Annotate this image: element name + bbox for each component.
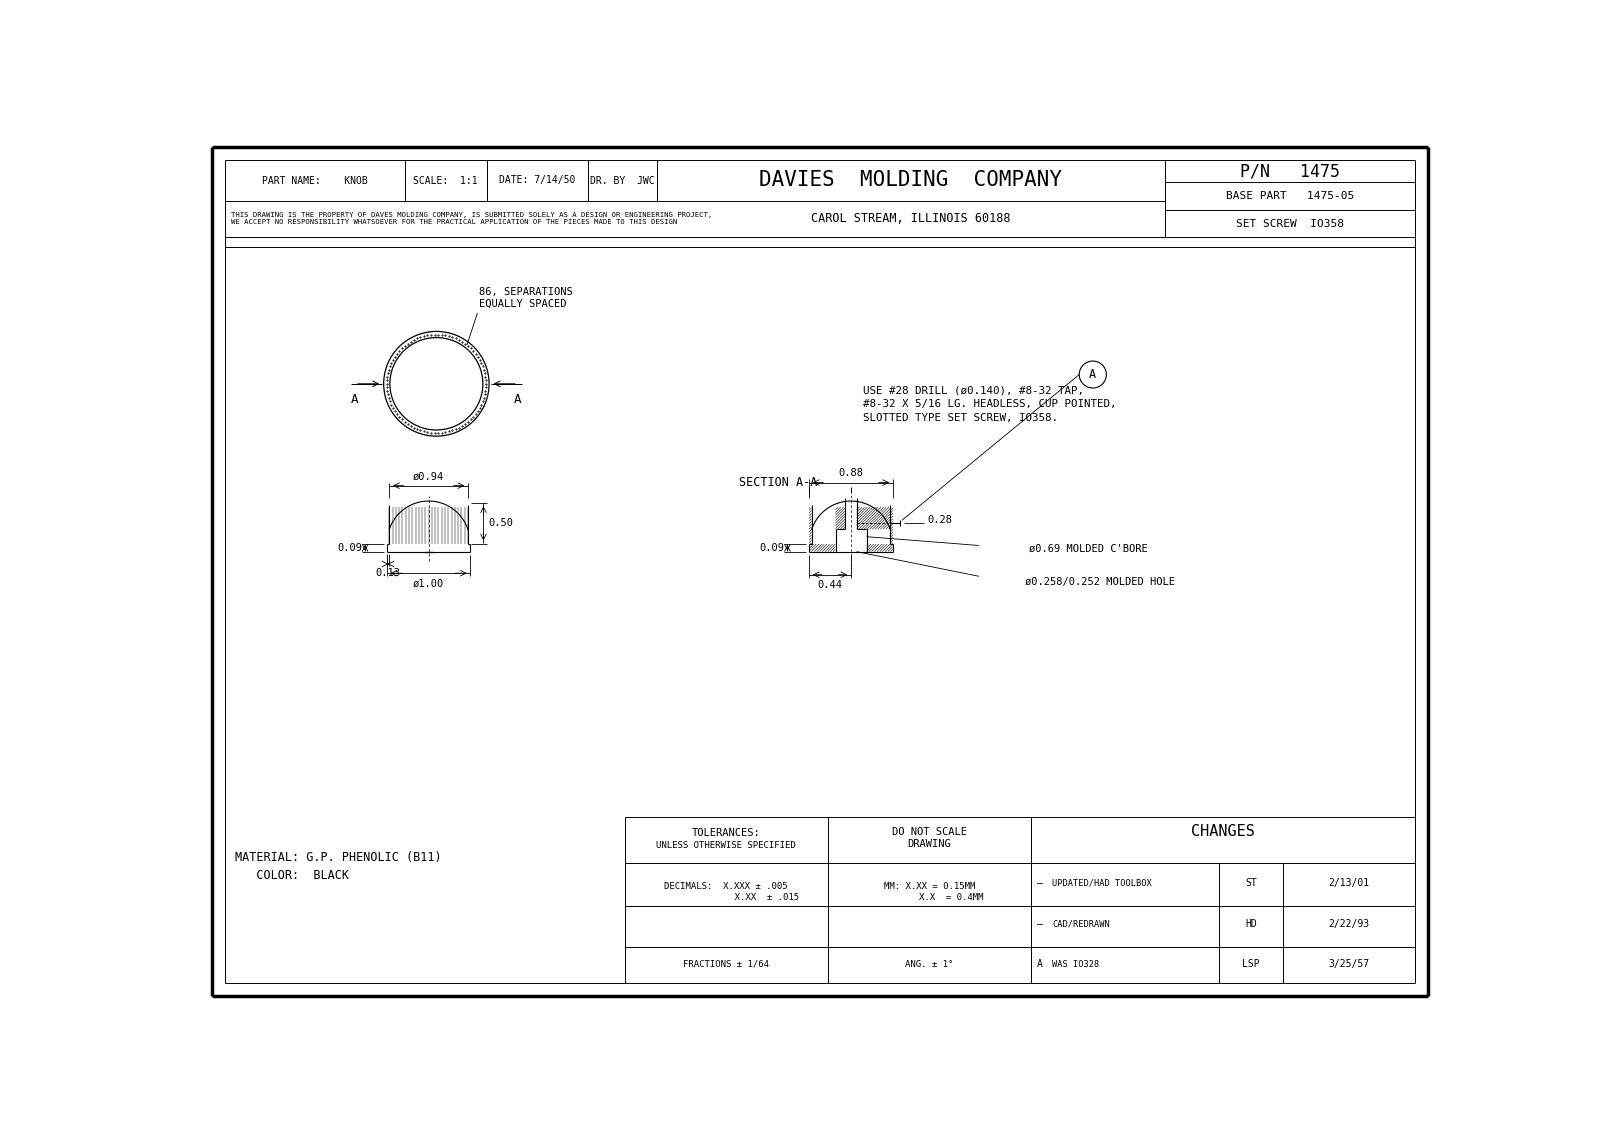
Text: SECTION A-A: SECTION A-A — [739, 475, 818, 489]
Text: SET SCREW  IO358: SET SCREW IO358 — [1235, 218, 1344, 229]
Text: –: – — [1037, 877, 1043, 887]
Text: UPDATED/HAD TOOLBOX: UPDATED/HAD TOOLBOX — [1053, 878, 1152, 887]
Text: X.X  = 0.4MM: X.X = 0.4MM — [875, 893, 982, 902]
Text: –: – — [1037, 919, 1043, 929]
Text: DR. BY  JWC: DR. BY JWC — [590, 175, 654, 186]
Text: 2/22/93: 2/22/93 — [1328, 919, 1370, 929]
Text: 0.50: 0.50 — [488, 518, 514, 529]
Text: UNLESS OTHERWISE SPECIFIED: UNLESS OTHERWISE SPECIFIED — [656, 841, 797, 850]
Text: SCALE:  1:1: SCALE: 1:1 — [413, 175, 478, 186]
Text: X.XX  ± .015: X.XX ± .015 — [654, 893, 798, 902]
Text: PART NAME:    KNOB: PART NAME: KNOB — [262, 175, 368, 186]
Text: HD: HD — [1245, 919, 1258, 929]
Text: A: A — [514, 393, 522, 405]
Text: 2/13/01: 2/13/01 — [1328, 877, 1370, 887]
Text: CAD/REDRAWN: CAD/REDRAWN — [1053, 920, 1110, 929]
Text: 0.28: 0.28 — [928, 515, 952, 524]
Text: MM: X.XX = 0.15MM: MM: X.XX = 0.15MM — [883, 882, 974, 891]
Text: 0.44: 0.44 — [818, 580, 843, 590]
Text: A: A — [352, 393, 358, 405]
Text: 0.88: 0.88 — [838, 469, 864, 479]
Text: COLOR:  BLACK: COLOR: BLACK — [235, 868, 349, 882]
Text: A: A — [1037, 959, 1043, 969]
Text: 86, SEPARATIONS
EQUALLY SPACED: 86, SEPARATIONS EQUALLY SPACED — [478, 286, 573, 308]
Text: FRACTIONS ± 1/64: FRACTIONS ± 1/64 — [683, 960, 770, 969]
Text: DECIMALS:  X.XXX ± .005: DECIMALS: X.XXX ± .005 — [664, 882, 789, 891]
Text: DATE: 7/14/50: DATE: 7/14/50 — [499, 175, 576, 186]
Text: 0.09: 0.09 — [338, 543, 362, 552]
Text: THIS DRAWING IS THE PROPERTY OF DAVES MOLDING COMPANY, IS SUBMITTED SOLELY AS A : THIS DRAWING IS THE PROPERTY OF DAVES MO… — [230, 213, 712, 225]
Text: DAVIES  MOLDING  COMPANY: DAVIES MOLDING COMPANY — [758, 171, 1062, 190]
Text: 3/25/57: 3/25/57 — [1328, 959, 1370, 969]
Text: ø0.69 MOLDED C'BORE: ø0.69 MOLDED C'BORE — [1029, 543, 1149, 554]
Text: USE #28 DRILL (ø0.140), #8-32 TAP,
#8-32 X 5/16 LG. HEADLESS, CUP POINTED,
SLOTT: USE #28 DRILL (ø0.140), #8-32 TAP, #8-32… — [862, 385, 1117, 423]
Text: LSP: LSP — [1243, 959, 1261, 969]
Text: CHANGES: CHANGES — [1190, 824, 1254, 840]
Text: A: A — [1090, 368, 1096, 381]
Text: 0.13: 0.13 — [376, 568, 400, 578]
Text: ST: ST — [1245, 877, 1258, 887]
Text: P/N   1475: P/N 1475 — [1240, 162, 1339, 180]
Text: ø0.258/0.252 MOLDED HOLE: ø0.258/0.252 MOLDED HOLE — [1026, 577, 1176, 588]
Text: CAROL STREAM, ILLINOIS 60188: CAROL STREAM, ILLINOIS 60188 — [811, 213, 1011, 225]
Text: BASE PART   1475-05: BASE PART 1475-05 — [1226, 191, 1354, 200]
Text: MATERIAL: G.P. PHENOLIC (B11): MATERIAL: G.P. PHENOLIC (B11) — [235, 851, 442, 864]
Text: DO NOT SCALE
DRAWING: DO NOT SCALE DRAWING — [891, 827, 966, 849]
Text: ANG. ± 1°: ANG. ± 1° — [906, 960, 954, 969]
Text: ø1.00: ø1.00 — [413, 578, 445, 589]
Text: WAS IO328: WAS IO328 — [1053, 960, 1099, 969]
Text: 0.09: 0.09 — [760, 543, 784, 552]
Text: TOLERANCES:: TOLERANCES: — [691, 827, 760, 838]
Text: ø0.94: ø0.94 — [413, 471, 445, 481]
